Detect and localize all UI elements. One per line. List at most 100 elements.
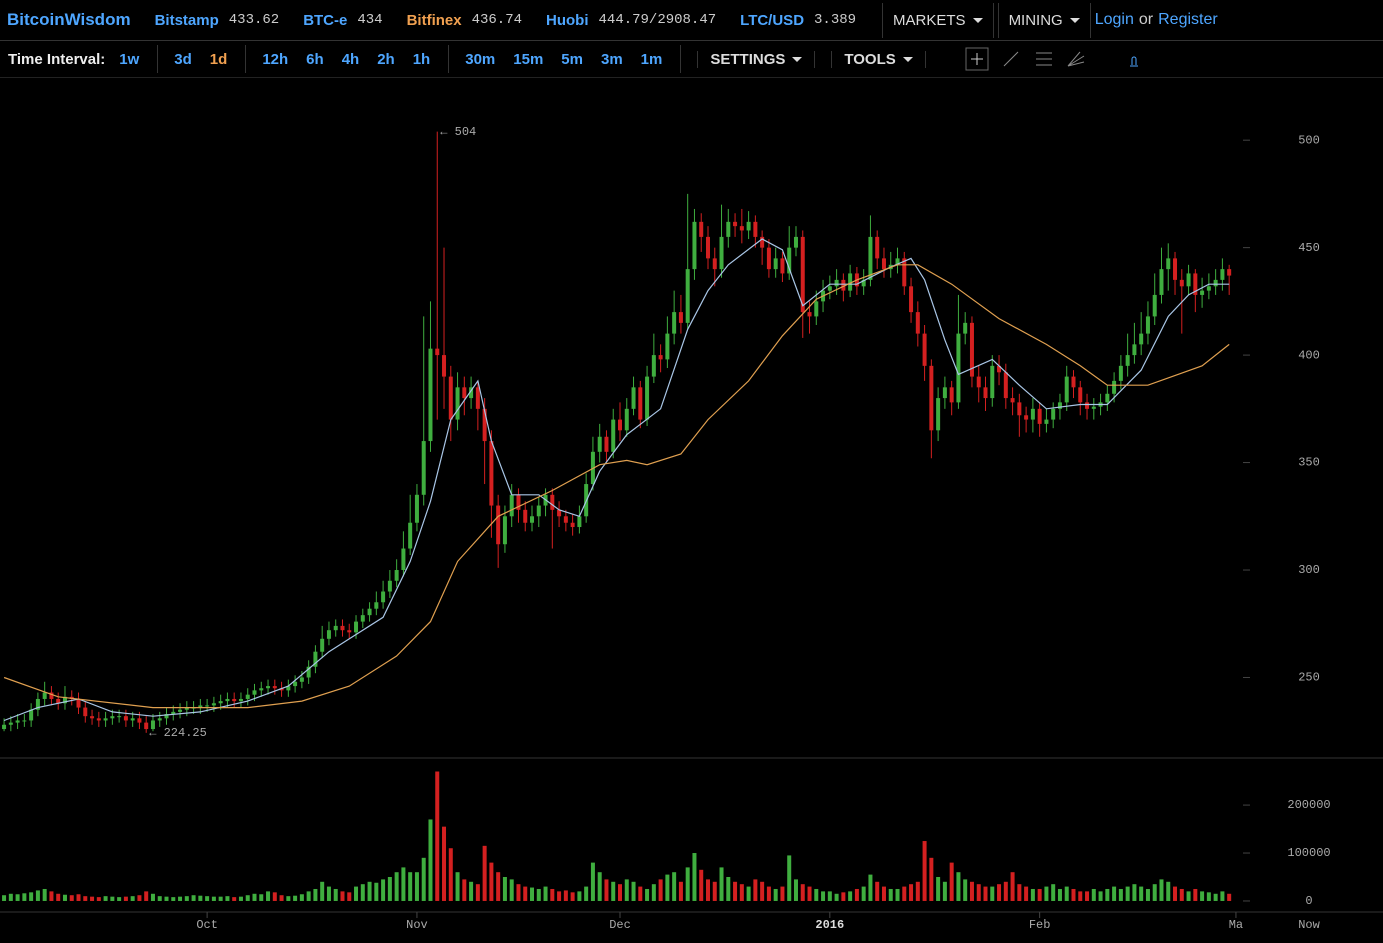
candle-body <box>435 348 440 356</box>
volume-bar <box>340 891 345 901</box>
volume-bar <box>902 886 907 901</box>
moving-average-line <box>3 264 1230 709</box>
volume-bar <box>814 888 819 901</box>
volume-bar <box>604 879 609 901</box>
volume-bar <box>712 881 717 901</box>
volume-bar <box>834 893 839 901</box>
volume-bar <box>881 886 886 901</box>
register-link[interactable]: Register <box>1158 11 1218 28</box>
candle-body <box>557 509 562 517</box>
volume-bar <box>306 891 311 901</box>
menu-label: MINING <box>1008 11 1063 29</box>
interval-button[interactable]: 4h <box>341 50 360 68</box>
volume-bar <box>1037 888 1042 901</box>
settings-menu[interactable]: SETTINGS <box>697 50 816 68</box>
volume-bar <box>252 893 257 901</box>
ticker-name[interactable]: Huobi <box>546 11 589 29</box>
volume-bar <box>942 881 947 901</box>
tools-menu[interactable]: TOOLS <box>831 50 926 68</box>
candle-body <box>1078 387 1083 403</box>
volume-bar <box>699 869 704 901</box>
candle-body <box>8 722 13 725</box>
volume-bar <box>8 893 13 901</box>
candle-body <box>969 322 974 377</box>
candle-body <box>360 615 365 622</box>
candle-body <box>1105 393 1110 403</box>
interval-button[interactable]: 15m <box>513 50 544 68</box>
mining-menu[interactable]: MINING <box>997 2 1091 38</box>
interval-button[interactable]: 1h <box>412 50 431 68</box>
volume-bar <box>509 879 514 901</box>
volume-bar <box>1003 881 1008 901</box>
candle-body <box>35 698 40 710</box>
candle-body <box>56 698 61 704</box>
volume-bar <box>1166 881 1171 901</box>
volume-bar <box>969 881 974 901</box>
ticker-name[interactable]: BTC-e <box>303 11 348 29</box>
interval-button[interactable]: 6h <box>306 50 324 68</box>
volume-bar <box>1152 884 1157 901</box>
volume-bar <box>915 881 920 901</box>
moving-average-line <box>3 238 1230 722</box>
volume-bar <box>516 884 521 901</box>
candle-body <box>157 718 162 721</box>
login-link[interactable]: Login <box>1094 11 1134 28</box>
candle-body <box>678 312 683 323</box>
ticker-name[interactable]: LTC/USD <box>740 11 805 29</box>
candle-body <box>62 696 67 704</box>
crosshair-tool[interactable] <box>965 47 989 71</box>
volume-bar <box>1024 886 1029 901</box>
volume-bar <box>496 872 501 901</box>
candle-body <box>455 387 460 420</box>
alert-tool[interactable] <box>1129 56 1138 67</box>
volume-bar <box>367 881 372 901</box>
candle-body <box>1017 402 1022 416</box>
volume-bar <box>922 841 927 901</box>
interval-button[interactable]: 2h <box>377 50 395 68</box>
interval-button[interactable]: 3d <box>174 50 192 68</box>
markets-menu[interactable]: MARKETS <box>882 2 994 38</box>
candle-body <box>1057 402 1062 409</box>
volume-bar <box>1057 888 1062 901</box>
volume-bar <box>1071 888 1076 901</box>
candle-body <box>394 570 399 581</box>
brand[interactable]: BitcoinWisdom <box>7 10 131 29</box>
ticker-name[interactable]: Bitfinex <box>406 11 462 29</box>
candle-body <box>827 286 832 291</box>
volume-bar <box>692 853 697 901</box>
ticker-name[interactable]: Bitstamp <box>154 11 219 29</box>
volume-bar <box>42 888 47 901</box>
volume-bar <box>530 887 535 901</box>
volume-bar <box>360 884 365 901</box>
volume-bar <box>1118 888 1123 901</box>
interval-button[interactable]: 1m <box>640 50 663 68</box>
hlines-tool[interactable] <box>1035 52 1052 66</box>
candle-body <box>1179 279 1184 287</box>
candle-body <box>956 333 961 403</box>
candle-body <box>1166 258 1171 270</box>
line-tool[interactable] <box>1003 51 1019 67</box>
candle-body <box>469 387 474 399</box>
interval-button[interactable]: 1w <box>119 50 140 68</box>
volume-bar <box>1193 888 1198 901</box>
candle-body <box>699 221 704 237</box>
candle-body <box>922 333 927 366</box>
volume-bar <box>895 888 900 901</box>
candle-body <box>205 705 210 707</box>
candle-body <box>638 387 643 420</box>
volume-bar <box>1132 884 1137 901</box>
fan-tool[interactable] <box>1067 51 1085 67</box>
interval-button[interactable]: 3m <box>600 50 623 68</box>
candle-body <box>171 711 176 715</box>
volume-bar <box>502 876 507 901</box>
volume-bar <box>557 891 562 901</box>
interval-button[interactable]: 30m <box>465 50 496 68</box>
interval-button[interactable]: 5m <box>561 50 583 68</box>
volume-bar <box>475 884 480 901</box>
volume-bar <box>1010 872 1015 901</box>
candle-body <box>110 716 115 719</box>
volume-bar <box>374 882 379 901</box>
interval-button[interactable]: 1d <box>209 50 228 68</box>
interval-button[interactable]: 12h <box>262 50 289 68</box>
